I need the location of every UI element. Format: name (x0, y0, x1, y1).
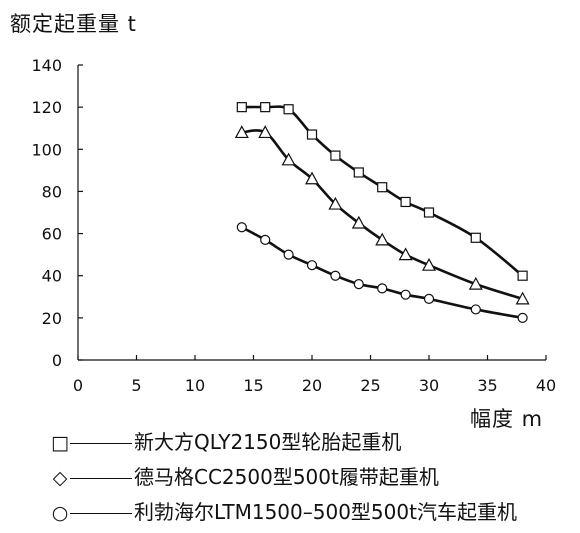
triangle-marker (515, 291, 530, 305)
x-tick-label: 40 (536, 376, 556, 395)
square-marker (260, 102, 271, 113)
y-tick-label: 100 (31, 140, 62, 159)
circle-marker (353, 279, 364, 290)
legend-item-qly2150: □ 新大方QLY2150型轮胎起重机 (50, 425, 517, 460)
square-marker (377, 182, 388, 193)
legend-line (70, 443, 132, 444)
x-tick-label: 0 (73, 376, 83, 395)
x-tick-label: 15 (243, 376, 263, 395)
square-marker (353, 167, 364, 178)
y-tick-label: 120 (31, 98, 62, 117)
triangle-marker (468, 276, 483, 290)
circle-marker (377, 283, 388, 294)
square-marker (517, 270, 528, 281)
triangle-marker (421, 257, 437, 271)
y-tick-label: 60 (42, 225, 62, 244)
circle-marker (423, 293, 435, 304)
y-tick-label: 20 (42, 309, 62, 328)
x-tick-label: 10 (185, 376, 205, 395)
triangle-marker (328, 196, 343, 210)
square-marker (330, 150, 341, 161)
square-marker (306, 129, 318, 140)
legend-item-cc2500: ◇ 德马格CC2500型500t履带起重机 (50, 460, 517, 495)
legend-item-ltm1500: ○ 利勃海尔LTM1500–500型500t汽车起重机 (50, 495, 517, 530)
triangle-marker (375, 232, 390, 246)
square-marker (283, 104, 294, 115)
triangle-marker (351, 215, 366, 229)
y-tick-label: 0 (52, 351, 62, 370)
y-axis-title: 额定起重量 t (10, 12, 137, 36)
x-axis-title: 幅度 m (470, 407, 544, 431)
circle-marker (260, 234, 271, 245)
series-line-2 (241, 129, 523, 301)
square-marker (400, 196, 411, 208)
circle-marker (400, 289, 411, 300)
circle-marker (470, 304, 481, 315)
triangle-marker (281, 152, 296, 166)
x-tick-label: 35 (477, 376, 497, 395)
legend-line (70, 513, 132, 514)
circle-marker (283, 249, 294, 260)
y-tick-label: 40 (42, 267, 62, 286)
circle-marker (306, 260, 318, 271)
y-tick-label: 80 (42, 182, 62, 201)
x-tick-label: 25 (360, 376, 380, 395)
legend-circle-marker-icon: ○ (51, 502, 69, 524)
x-tick-label: 5 (131, 376, 141, 395)
legend-label: 利勃海尔LTM1500–500型500t汽车起重机 (134, 500, 517, 524)
chart-plot: 0 5 10 15 20 25 30 35 40 0 20 40 60 80 100 120 140 (31, 56, 556, 395)
square-marker (423, 207, 435, 218)
x-tick-label: 20 (302, 376, 322, 395)
square-marker (236, 102, 247, 113)
legend-label: 德马格CC2500型500t履带起重机 (134, 465, 439, 489)
triangle-marker (234, 125, 249, 139)
chart-legend: □ 新大方QLY2150型轮胎起重机 ◇ 德马格CC2500型500t履带起重机 ○… (50, 425, 517, 530)
x-tick-label: 30 (419, 376, 439, 395)
triangle-marker (398, 247, 413, 261)
legend-diamond-marker-icon: ◇ (52, 467, 68, 489)
legend-square-marker-icon: □ (51, 432, 69, 454)
legend-label: 新大方QLY2150型轮胎起重机 (134, 430, 402, 454)
triangle-marker (258, 125, 273, 139)
square-marker (470, 232, 481, 243)
circle-marker (517, 312, 528, 323)
legend-line (70, 478, 132, 479)
circle-marker (236, 222, 247, 233)
y-tick-label: 140 (31, 56, 62, 75)
triangle-marker (304, 171, 320, 185)
circle-marker (330, 270, 341, 281)
